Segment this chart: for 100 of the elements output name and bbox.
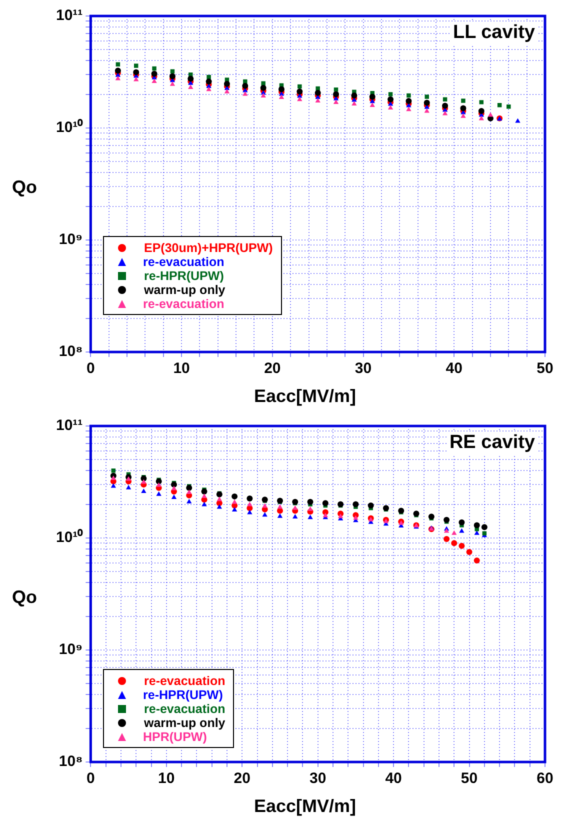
point (333, 99, 339, 104)
y-tick-label: 10¹¹ (56, 417, 83, 434)
x-tick-label: 50 (536, 360, 554, 378)
x-tick-label: 30 (354, 360, 372, 378)
point (277, 513, 283, 518)
legend-label: re-evacuation (144, 702, 226, 716)
point (352, 100, 357, 106)
x-tick-label: 60 (536, 770, 554, 788)
point (424, 100, 430, 106)
point (352, 501, 359, 508)
y-tick-label: 10⁹ (58, 641, 83, 658)
point (406, 93, 411, 98)
point (460, 105, 466, 112)
legend-label: warm-up only (144, 716, 226, 730)
y-tick-label: 10¹⁰ (56, 528, 84, 546)
point (152, 66, 156, 71)
point (353, 515, 358, 520)
x-tick-label: 40 (446, 360, 462, 378)
y-axis-title: Qo (12, 176, 37, 198)
point (461, 98, 466, 103)
point (506, 104, 511, 109)
point (232, 506, 238, 512)
point (133, 69, 140, 76)
chart-title: LL cavity (450, 22, 537, 44)
point (406, 98, 412, 104)
point (115, 76, 121, 80)
y-tick-label: 10¹¹ (56, 7, 83, 24)
point (261, 81, 266, 86)
point (171, 494, 177, 499)
point (201, 488, 208, 495)
y-axis-title: Qo (12, 586, 37, 608)
point (307, 498, 314, 505)
point (188, 72, 193, 77)
point (216, 504, 222, 509)
point (152, 78, 157, 84)
point (224, 88, 230, 94)
legend-label: EP(30um)+HPR(UPW) (144, 241, 273, 255)
point (260, 84, 266, 91)
point (298, 84, 302, 89)
point (459, 528, 464, 533)
point (314, 90, 321, 96)
point (186, 484, 192, 491)
legend-label: re-HPR(UPW) (143, 688, 223, 702)
point (224, 80, 230, 87)
point (458, 519, 465, 526)
point (247, 510, 252, 514)
point (188, 76, 194, 82)
x-tick-label: 0 (86, 360, 95, 378)
point (369, 94, 376, 100)
point (170, 482, 177, 488)
point (278, 86, 284, 92)
point (368, 502, 374, 509)
legend-label: re-evacuation (143, 255, 224, 269)
point (479, 100, 484, 104)
point (442, 102, 448, 109)
point (169, 73, 176, 80)
x-axis-title: Eacc[MV/m] (252, 386, 358, 407)
legend-label: re-HPR(UPW) (144, 269, 224, 283)
point (277, 504, 283, 509)
point (134, 64, 138, 68)
x-tick-label: 50 (460, 770, 478, 788)
point (206, 86, 212, 92)
point (110, 475, 116, 480)
y-tick-label: 10⁹ (58, 231, 83, 248)
point (232, 499, 238, 504)
point (262, 512, 268, 517)
x-tick-label: 0 (86, 770, 95, 788)
point (322, 500, 328, 506)
point (398, 508, 404, 514)
point (188, 84, 194, 89)
point (202, 493, 207, 498)
point (156, 482, 162, 487)
point (170, 81, 176, 86)
point (481, 524, 488, 530)
point (488, 112, 494, 117)
point (243, 79, 248, 84)
y-tick-label: 10⁸ (58, 343, 83, 360)
point (315, 98, 320, 103)
point (478, 108, 484, 114)
legend-label: warm-up only (144, 283, 226, 297)
point (474, 522, 480, 528)
point (186, 498, 192, 504)
point (334, 88, 338, 92)
point (116, 62, 120, 66)
point (515, 118, 520, 123)
point (216, 496, 222, 502)
point (292, 505, 298, 510)
point (388, 96, 394, 102)
point (141, 488, 146, 494)
point (206, 74, 211, 80)
point (413, 510, 420, 517)
point (278, 94, 284, 100)
point (497, 103, 502, 108)
chart-title: RE cavity (447, 432, 537, 454)
point (242, 82, 248, 89)
x-tick-label: 40 (385, 770, 402, 788)
point (260, 93, 266, 98)
x-axis-title: Eacc[MV/m] (252, 796, 358, 817)
y-tick-label: 10¹⁰ (56, 118, 84, 136)
point (333, 91, 340, 98)
